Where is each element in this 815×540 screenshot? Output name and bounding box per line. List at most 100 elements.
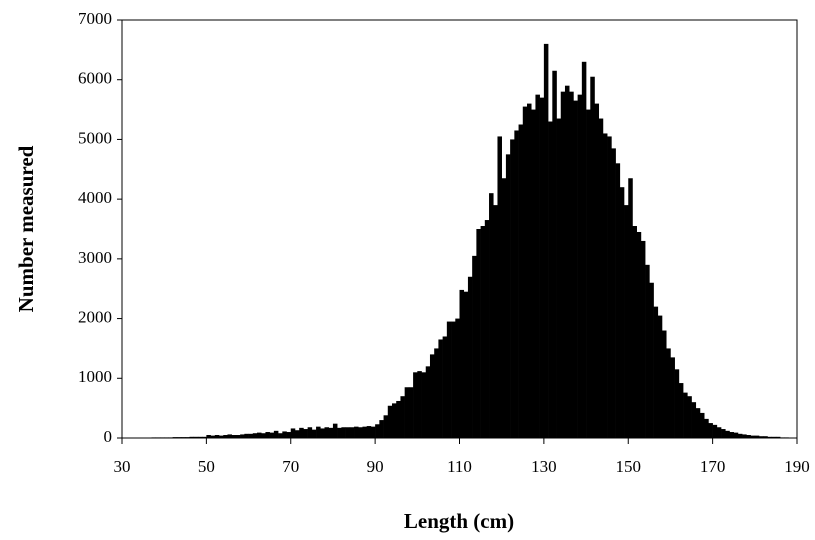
bar (252, 433, 258, 438)
bar (759, 436, 764, 438)
bar (248, 433, 254, 438)
bar (598, 118, 604, 439)
bar (227, 434, 232, 438)
bar (746, 435, 751, 438)
bar (505, 154, 511, 438)
bar (261, 433, 266, 438)
bar (282, 431, 287, 438)
bar (189, 436, 195, 438)
bar (375, 424, 380, 438)
x-tick-label: 170 (700, 457, 726, 476)
bar (619, 187, 625, 438)
bar (484, 220, 490, 438)
bar (586, 109, 591, 439)
bar (214, 435, 220, 438)
bar (527, 103, 532, 438)
bar (311, 429, 317, 438)
y-tick-label: 1000 (78, 367, 112, 386)
bar (552, 70, 557, 438)
bar (328, 427, 334, 438)
bar (666, 348, 671, 438)
bar (737, 433, 743, 438)
bar (396, 400, 401, 438)
bar (442, 336, 448, 438)
bar (560, 91, 566, 439)
bar (501, 178, 507, 438)
bar (429, 354, 435, 438)
bar (307, 427, 313, 438)
bar (721, 429, 726, 438)
bar (451, 321, 456, 438)
bar (514, 130, 519, 438)
bar (231, 435, 237, 438)
bar (733, 432, 739, 438)
bar (219, 435, 224, 438)
bar (497, 136, 502, 438)
bar (459, 289, 465, 438)
bar (662, 330, 667, 438)
bar (379, 420, 384, 438)
bar (687, 396, 692, 438)
bar (324, 427, 330, 438)
bar (413, 372, 418, 438)
y-axis-label: Number measured (14, 145, 38, 312)
bar (286, 432, 292, 438)
bar (240, 434, 245, 438)
bar (404, 387, 410, 438)
bar (438, 339, 443, 438)
y-tick-label: 5000 (78, 128, 112, 147)
x-tick-label: 150 (616, 457, 642, 476)
y-tick-label: 0 (104, 427, 113, 446)
bar (577, 94, 583, 439)
bar (354, 426, 359, 438)
bar (699, 412, 705, 438)
bar (400, 396, 405, 438)
bar (489, 193, 494, 438)
bar (632, 226, 637, 438)
bar (771, 436, 777, 438)
bar (493, 205, 498, 438)
bar (602, 133, 608, 438)
y-tick-label: 2000 (78, 307, 112, 326)
bar (670, 357, 675, 438)
bar (257, 432, 262, 438)
bar (704, 418, 709, 438)
bar (193, 436, 199, 438)
x-axis-label: Length (cm) (404, 509, 514, 533)
bar (657, 315, 663, 438)
y-tick-label: 3000 (78, 248, 112, 267)
bar (341, 427, 346, 438)
bar (362, 426, 367, 438)
bar (708, 423, 713, 438)
x-tick-label: 110 (447, 457, 472, 476)
bar (594, 103, 600, 438)
bar (531, 109, 536, 439)
x-tick-label: 90 (367, 457, 384, 476)
bar (510, 139, 515, 438)
bar (611, 148, 616, 438)
bar (383, 415, 389, 438)
bar (265, 432, 270, 438)
bar (434, 348, 439, 438)
bar (202, 436, 207, 438)
bar (455, 318, 460, 438)
bar (345, 427, 351, 438)
bar (269, 432, 275, 438)
bar (480, 226, 486, 438)
bar (569, 91, 574, 439)
bar (775, 436, 781, 438)
bar (767, 436, 772, 438)
bar (695, 408, 701, 438)
bar (573, 100, 578, 438)
bar (518, 124, 524, 438)
bar (294, 430, 300, 438)
bar (754, 435, 760, 438)
bar (472, 255, 477, 438)
bar (763, 436, 768, 438)
x-tick-label: 50 (198, 457, 215, 476)
bar (337, 427, 342, 438)
bar (712, 424, 718, 438)
bar (645, 264, 650, 438)
bar (392, 403, 397, 438)
